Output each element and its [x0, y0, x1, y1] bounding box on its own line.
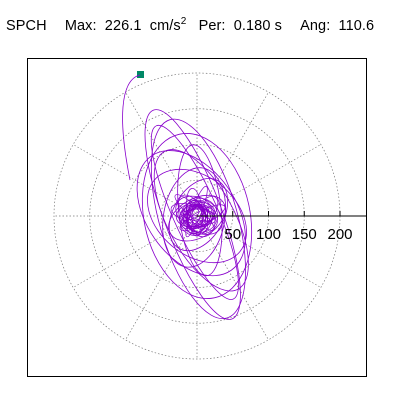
orbit-lead-in	[122, 74, 141, 181]
radial-tick-label: 150	[292, 226, 317, 243]
grid-spoke	[72, 215, 198, 288]
orbit-core-loop	[185, 197, 216, 238]
station-code: SPCH	[6, 18, 47, 34]
grid-spoke	[196, 215, 269, 341]
ang-value: 110.6	[338, 18, 375, 34]
orbit-loop	[150, 124, 239, 300]
orbit-core-loop	[183, 198, 218, 233]
marker-layer	[122, 71, 144, 181]
grid-spoke	[196, 215, 322, 288]
orbit-loop	[144, 109, 241, 320]
max-unit-base: cm/s	[149, 18, 181, 34]
radial-tick-label: 200	[327, 226, 352, 243]
orbit-core-loop	[179, 199, 213, 236]
max-value: 226.1	[104, 18, 142, 34]
grid-spoke	[196, 144, 322, 217]
orbit-core-loop	[183, 204, 204, 227]
orbit-loop	[168, 178, 229, 252]
orbit-loop	[150, 118, 246, 320]
per-label: Per:	[198, 18, 226, 34]
orbit-loop	[162, 167, 226, 268]
orbit-loop	[168, 194, 226, 242]
orbit-loop	[136, 150, 246, 277]
orbit-loop	[141, 133, 253, 299]
orbit-loop	[177, 144, 223, 277]
max-unit: cm/s2	[150, 16, 187, 34]
plot-frame	[27, 58, 367, 377]
grid-spoke	[72, 144, 198, 217]
orbit-loop	[147, 168, 247, 264]
radial-axis: 50 100 150 200	[197, 211, 366, 243]
orbit-loop	[153, 149, 249, 292]
ang-label: Ang:	[300, 18, 331, 34]
grid-spoke	[196, 91, 269, 217]
radial-tick-label: 100	[256, 226, 281, 243]
max-unit-exponent: 2	[180, 16, 187, 27]
orbit-trace	[136, 109, 253, 320]
max-label: Max:	[64, 18, 97, 34]
per-value: 0.180 s	[233, 18, 282, 34]
orbit-core-loop	[189, 199, 207, 230]
chart-header: SPCH Max: 226.1 cm/s2 Per: 0.180 s Ang: …	[6, 16, 374, 34]
grid-spoke	[125, 215, 198, 341]
orbit-core-loop	[178, 194, 209, 233]
start-marker	[137, 71, 144, 78]
radial-tick-label: 50	[224, 226, 241, 243]
